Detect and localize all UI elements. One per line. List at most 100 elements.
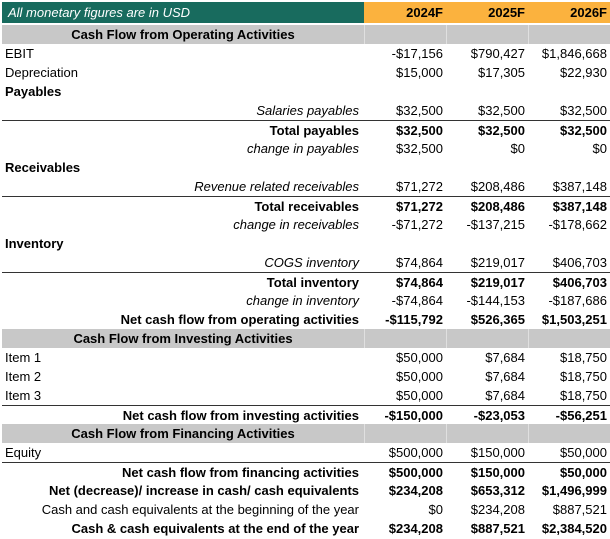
value-2024f: -$74,864 bbox=[391, 293, 443, 308]
row-label: Net cash flow from investing activities bbox=[122, 407, 359, 423]
value-2025f: $234,208 bbox=[470, 502, 525, 517]
row-label: Payables bbox=[5, 84, 62, 99]
section-row-cash-flow-from-financing-activities: Cash Flow from Financing Activities bbox=[2, 424, 610, 443]
value-2025f: -$23,053 bbox=[473, 407, 525, 423]
row-label: change in receivables bbox=[233, 217, 359, 232]
value-2026f: $32,500 bbox=[560, 103, 607, 118]
value-2025f: $790,427 bbox=[470, 46, 525, 61]
row-label: Revenue related receivables bbox=[194, 179, 359, 194]
table-row-total-inventory: Total inventory $74,864 $219,017 $406,703 bbox=[2, 272, 610, 291]
value-2026f: $406,703 bbox=[552, 255, 607, 270]
row-label: Net cash flow from financing activities bbox=[122, 464, 359, 480]
value-2025f: $887,521 bbox=[470, 521, 525, 536]
value-2024f: $234,208 bbox=[388, 483, 443, 498]
value-2026f: $18,750 bbox=[560, 350, 607, 365]
table-row-cash-cash-equivalents-at-the-end-of-the-year: Cash & cash equivalents at the end of th… bbox=[2, 519, 610, 538]
section-row-cash-flow-from-investing-activities: Cash Flow from Investing Activities bbox=[2, 329, 610, 348]
value-2026f: $18,750 bbox=[560, 369, 607, 384]
section-header-label: Cash Flow from Operating Activities bbox=[2, 25, 364, 44]
row-label: change in inventory bbox=[246, 293, 359, 308]
row-label: Salaries payables bbox=[256, 103, 359, 118]
section-header-label: Cash Flow from Financing Activities bbox=[2, 424, 364, 443]
table-header-row: All monetary figures are in USD 2024F 20… bbox=[2, 2, 610, 23]
table-row-net-cash-flow-from-investing-activities: Net cash flow from investing activities -… bbox=[2, 405, 610, 424]
value-2024f: $32,500 bbox=[396, 122, 443, 138]
row-label: Cash and cash equivalents at the beginni… bbox=[41, 502, 359, 517]
value-2024f: $74,864 bbox=[396, 255, 443, 270]
table-row-ebit: EBIT -$17,156 $790,427 $1,846,668 bbox=[2, 44, 610, 63]
value-2026f: $387,148 bbox=[552, 198, 607, 214]
value-2026f bbox=[528, 25, 610, 44]
value-2025f bbox=[446, 158, 528, 177]
year-header-2024f: 2024F bbox=[364, 2, 446, 23]
value-2026f: $387,148 bbox=[552, 179, 607, 194]
value-2025f: $17,305 bbox=[478, 65, 525, 80]
table-row-receivables: Receivables bbox=[2, 158, 610, 177]
value-2025f: $219,017 bbox=[470, 255, 525, 270]
value-2024f: $234,208 bbox=[388, 521, 443, 536]
value-2024f: $50,000 bbox=[396, 350, 443, 365]
table-row-item-1: Item 1 $50,000 $7,684 $18,750 bbox=[2, 348, 610, 367]
value-2024f bbox=[364, 25, 446, 44]
value-2025f: $7,684 bbox=[485, 369, 525, 384]
value-2026f bbox=[528, 158, 610, 177]
row-label: Total inventory bbox=[266, 274, 359, 290]
value-2026f: $887,521 bbox=[552, 502, 607, 517]
table-row-change-in-payables: change in payables $32,500 $0 $0 bbox=[2, 139, 610, 158]
value-2026f: -$187,686 bbox=[548, 293, 607, 308]
value-2025f: -$144,153 bbox=[466, 293, 525, 308]
value-2025f: $32,500 bbox=[478, 122, 525, 138]
value-2026f bbox=[528, 424, 610, 443]
value-2025f bbox=[446, 329, 528, 348]
year-header-2026f: 2026F bbox=[528, 2, 610, 23]
value-2024f: -$17,156 bbox=[391, 46, 443, 61]
value-2025f: $208,486 bbox=[470, 198, 525, 214]
value-2024f bbox=[364, 234, 446, 253]
value-2024f: $71,272 bbox=[396, 198, 443, 214]
row-label: Cash & cash equivalents at the end of th… bbox=[71, 521, 359, 536]
table-row-depreciation: Depreciation $15,000 $17,305 $22,930 bbox=[2, 63, 610, 82]
value-2025f bbox=[446, 424, 528, 443]
row-label: Receivables bbox=[5, 160, 81, 175]
row-label: Item 2 bbox=[5, 369, 42, 384]
row-label: Item 1 bbox=[5, 350, 42, 365]
row-label: Total receivables bbox=[254, 198, 359, 214]
row-label: Total payables bbox=[269, 122, 359, 138]
value-2026f: $406,703 bbox=[552, 274, 607, 290]
value-2024f: -$71,272 bbox=[391, 217, 443, 232]
table-row-cash-and-cash-equivalents-at-the-beginning-of-the-year: Cash and cash equivalents at the beginni… bbox=[2, 500, 610, 519]
table-row-total-receivables: Total receivables $71,272 $208,486 $387,148 bbox=[2, 196, 610, 215]
value-2026f bbox=[528, 234, 610, 253]
row-label: Net (decrease)/ increase in cash/ cash e… bbox=[49, 483, 359, 498]
value-2026f: $0 bbox=[592, 141, 607, 156]
value-2024f bbox=[364, 329, 446, 348]
table-row-payables: Payables bbox=[2, 82, 610, 101]
value-2024f: $71,272 bbox=[396, 179, 443, 194]
table-row-net-cash-flow-from-financing-activities: Net cash flow from financing activities $… bbox=[2, 462, 610, 481]
value-2025f: $0 bbox=[510, 141, 525, 156]
row-label: Item 3 bbox=[5, 388, 42, 403]
value-2026f: $1,496,999 bbox=[541, 483, 607, 498]
section-header-label: Cash Flow from Investing Activities bbox=[2, 329, 364, 348]
value-2025f: $208,486 bbox=[470, 179, 525, 194]
value-2026f: -$178,662 bbox=[548, 217, 607, 232]
table-row-inventory: Inventory bbox=[2, 234, 610, 253]
row-label: EBIT bbox=[5, 46, 34, 61]
year-header-2025f: 2025F bbox=[446, 2, 528, 23]
value-2024f: -$150,000 bbox=[384, 407, 443, 423]
table-row-equity: Equity $500,000 $150,000 $50,000 bbox=[2, 443, 610, 462]
value-2024f: $15,000 bbox=[396, 65, 443, 80]
value-2026f: $22,930 bbox=[560, 65, 607, 80]
value-2026f: $2,384,520 bbox=[541, 521, 607, 536]
value-2026f: $1,503,251 bbox=[541, 312, 607, 327]
row-label: Depreciation bbox=[5, 65, 78, 80]
value-2024f: $500,000 bbox=[388, 464, 443, 480]
table-row-salaries-payables: Salaries payables $32,500 $32,500 $32,500 bbox=[2, 101, 610, 120]
value-2025f: $219,017 bbox=[470, 274, 525, 290]
value-2024f bbox=[364, 82, 446, 101]
table-row-change-in-inventory: change in inventory -$74,864 -$144,153 -$18… bbox=[2, 291, 610, 310]
value-2026f: $18,750 bbox=[560, 388, 607, 403]
value-2025f: $526,365 bbox=[470, 312, 525, 327]
value-2025f: -$137,215 bbox=[466, 217, 525, 232]
table-row-net-decrease-increase-in-cash-cash-equivalents: Net (decrease)/ increase in cash/ cash e… bbox=[2, 481, 610, 500]
